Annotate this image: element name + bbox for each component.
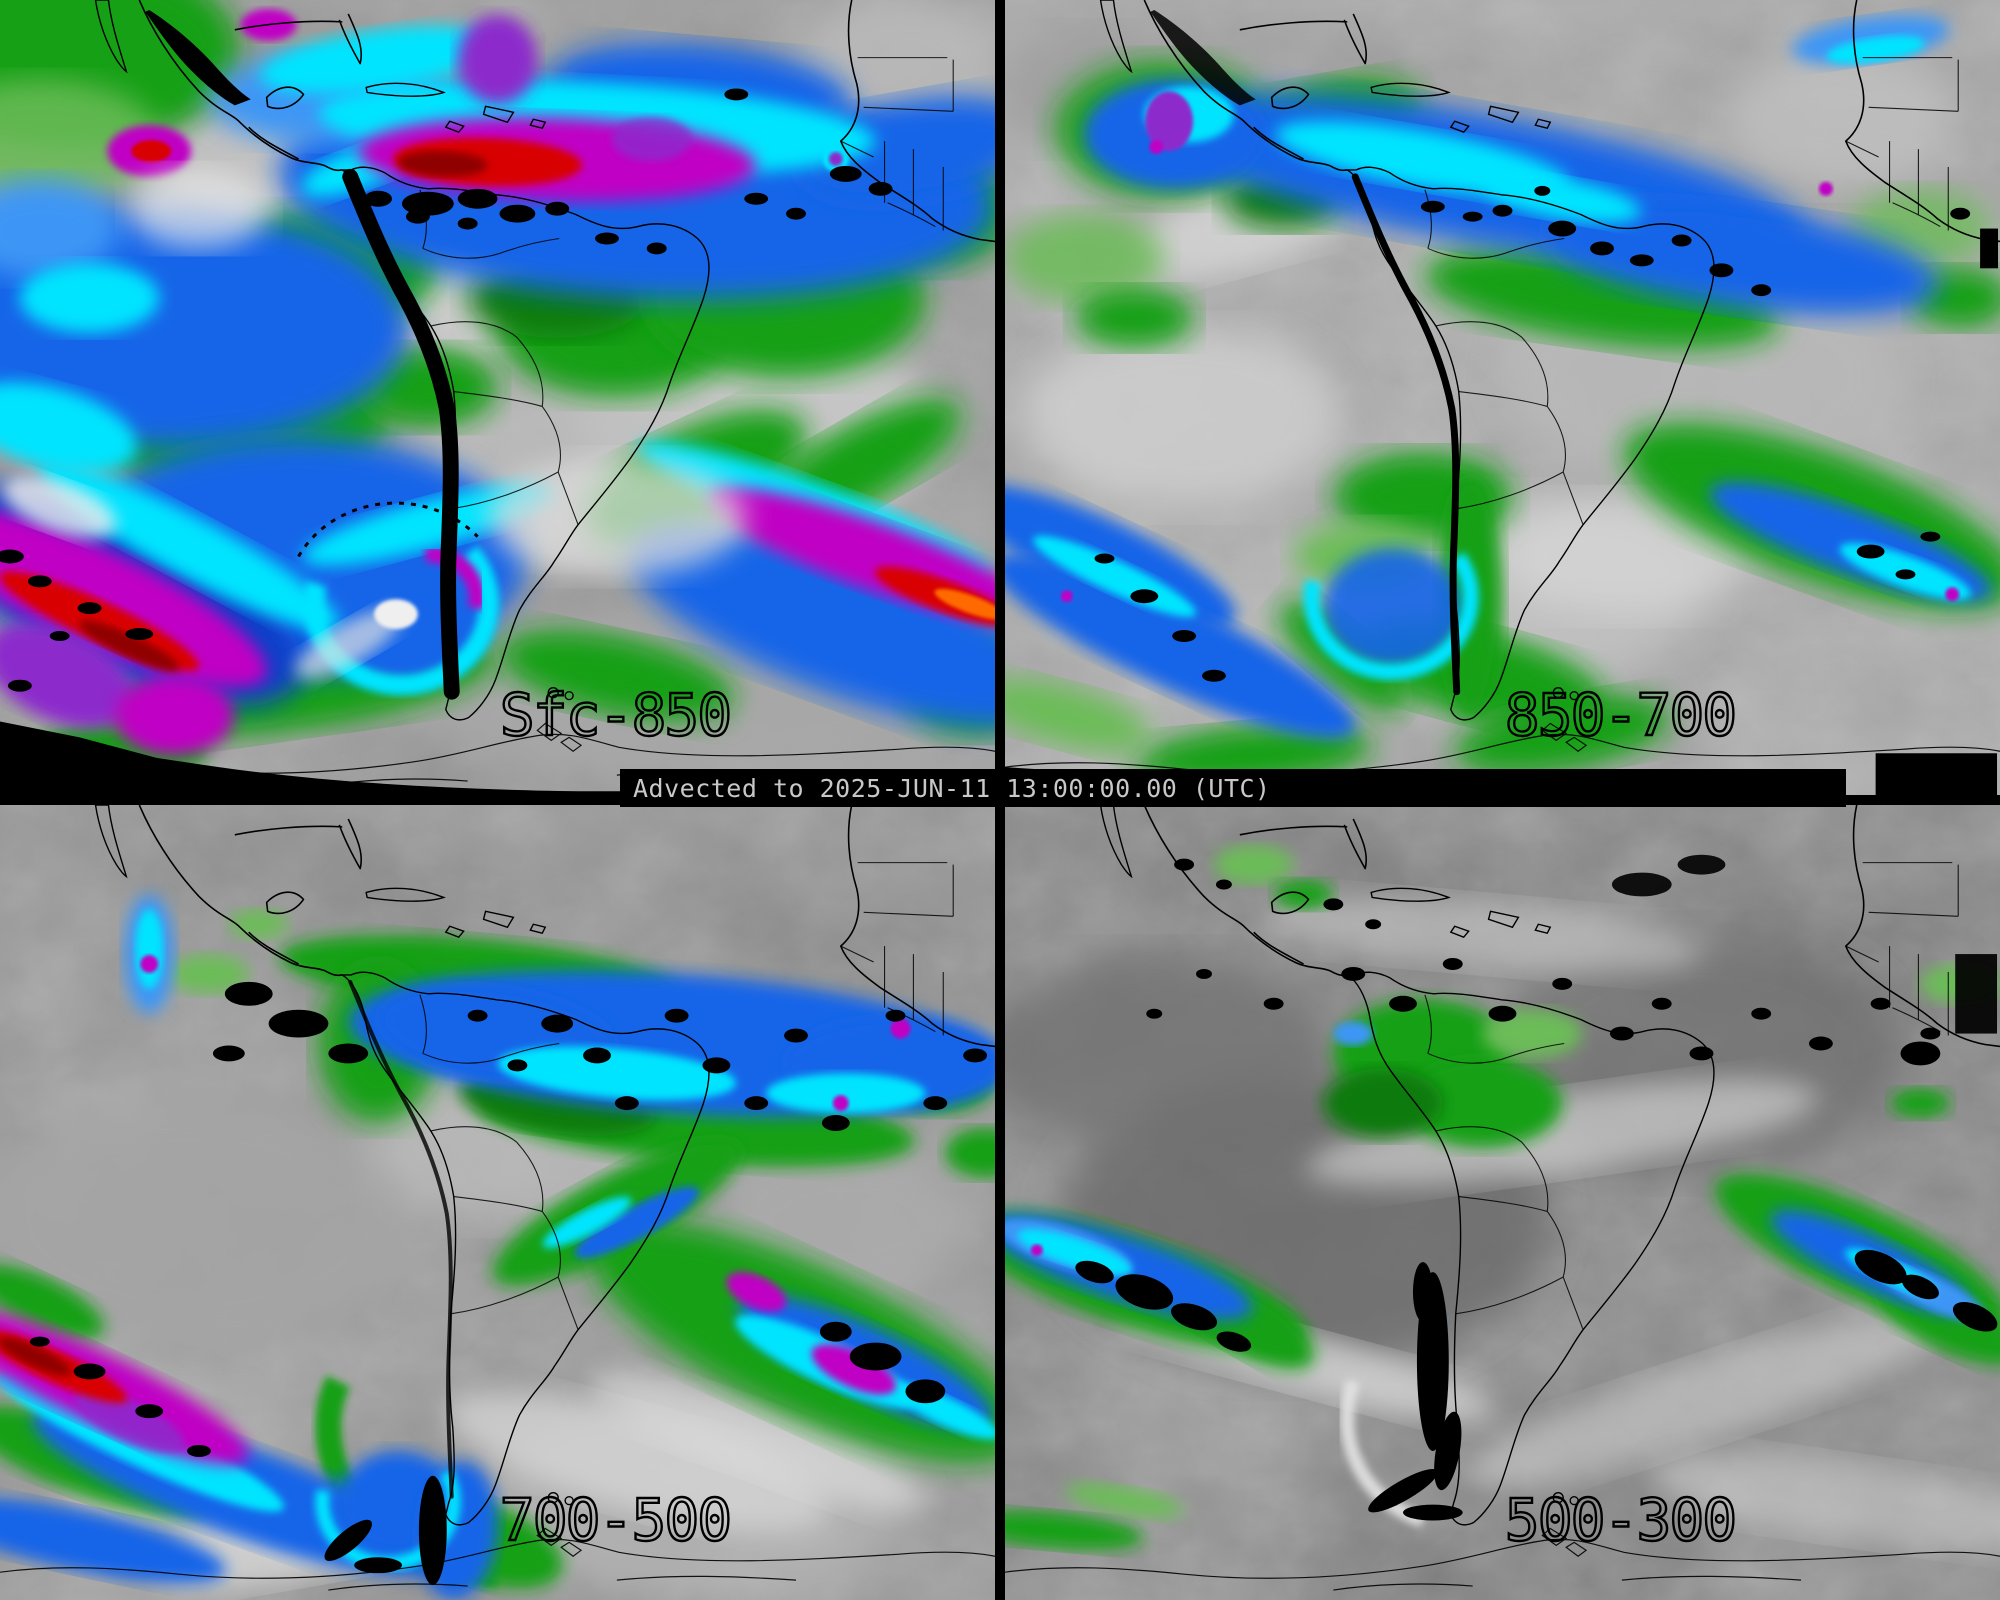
panel-500-300: 500-300 — [1005, 805, 2000, 1600]
advection-timestamp-text: Advected to 2025-JUN-11 13:00:00.00 (UTC… — [633, 773, 1271, 803]
panel-label-700-500: 700-500 — [499, 1486, 734, 1554]
panel-label-sfc-850: Sfc-850 — [499, 681, 734, 749]
satellite-image-500-300 — [1005, 805, 2000, 1600]
magenta-moisture-layer — [0, 955, 911, 1465]
magenta-moisture-layer — [1060, 91, 1960, 603]
panel-label-850-700: 850-700 — [1504, 681, 1739, 749]
coastlines — [1005, 0, 2000, 786]
coastlines — [0, 0, 995, 786]
advection-timestamp-banner: Advected to 2025-JUN-11 13:00:00.00 (UTC… — [620, 769, 1846, 807]
panel-label-500-300: 500-300 — [1504, 1486, 1739, 1554]
red-moisture-layer — [0, 137, 995, 672]
panel-700-500: 700-500 — [0, 805, 995, 1600]
satellite-image-700-500 — [0, 805, 995, 1600]
magenta-moisture-layer — [1030, 1244, 1043, 1257]
satellite-image-850-700 — [1005, 0, 2000, 795]
panel-sfc-850: Sfc-850 — [0, 0, 995, 795]
coastlines — [0, 805, 995, 1591]
panel-850-700: 850-700 — [1005, 0, 2000, 795]
coastlines — [1005, 805, 2000, 1591]
satellite-image-sfc-850 — [0, 0, 995, 795]
